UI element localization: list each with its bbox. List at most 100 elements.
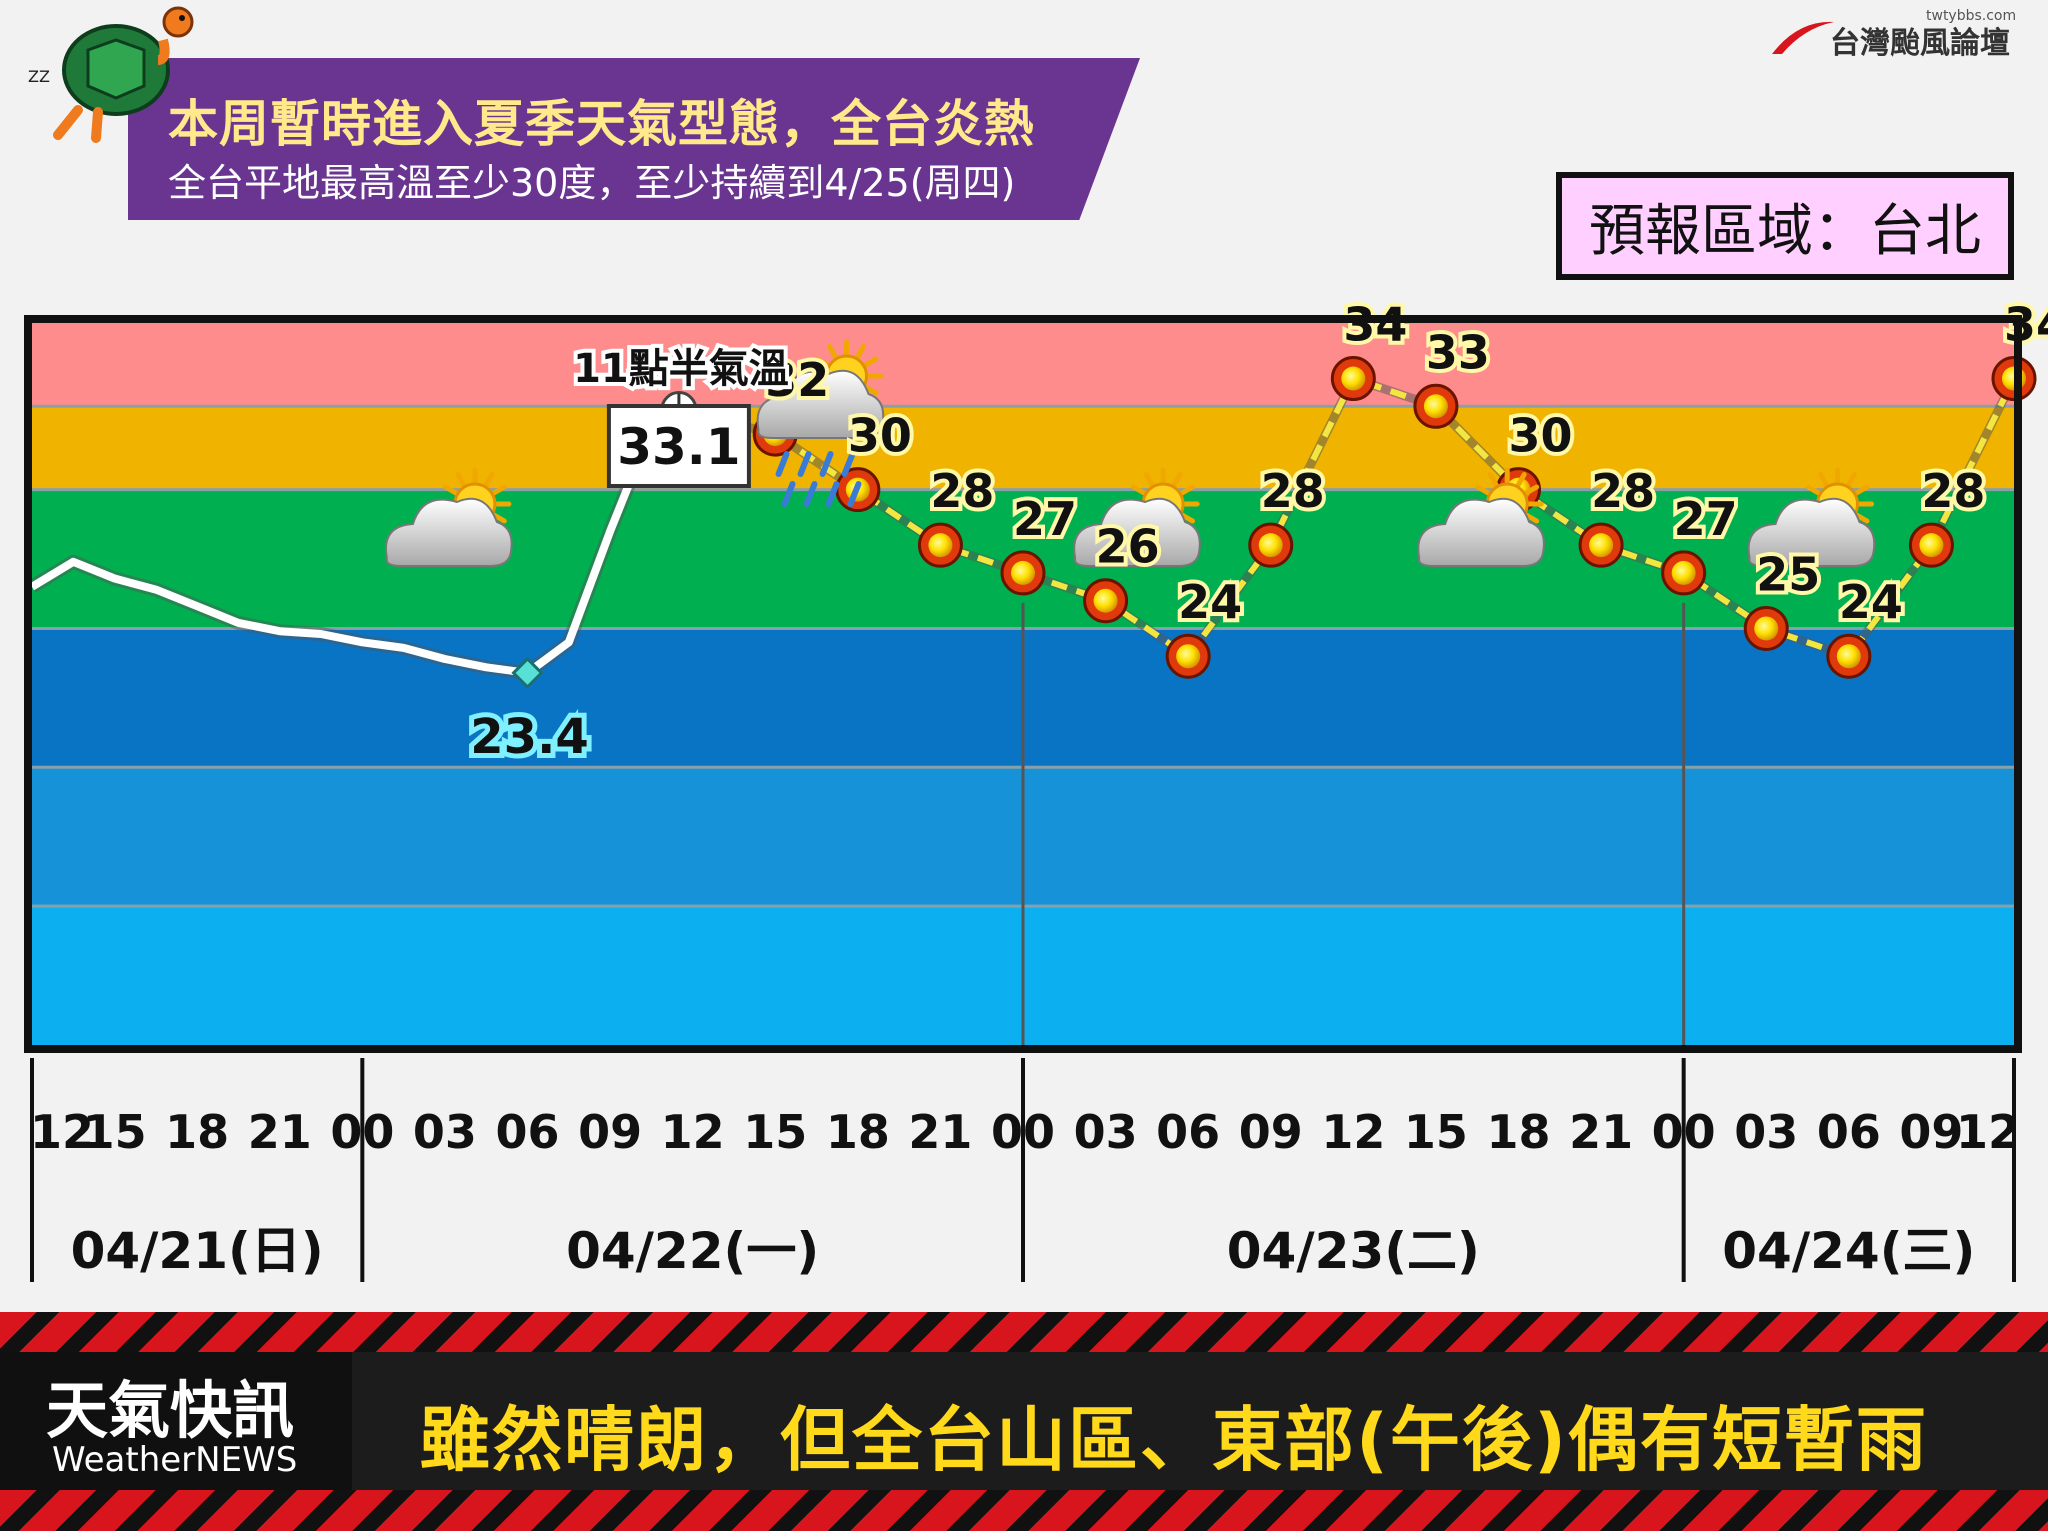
sun-ray <box>1805 484 1821 496</box>
forecast-point <box>1578 522 1624 568</box>
x-tick-label: 06 <box>495 1105 559 1159</box>
forecast-value-label: 30 <box>1508 409 1572 463</box>
sun-ray <box>1143 472 1155 488</box>
x-tick-label: 03 <box>413 1105 477 1159</box>
partly-cloudy-icon <box>1073 467 1201 567</box>
logo-name: 台灣颱風論壇 <box>1830 26 2010 61</box>
date-label: 04/23(二) <box>1227 1222 1480 1280</box>
forecast-point <box>1248 522 1294 568</box>
forecast-value-label: 26 <box>1096 520 1160 574</box>
cloud-shape <box>1417 497 1545 567</box>
forecast-point-core <box>1258 533 1283 558</box>
sun-ray <box>1846 472 1858 488</box>
date-label: 04/21(日) <box>71 1222 324 1280</box>
x-tick-label: 18 <box>165 1105 229 1159</box>
forecast-point <box>1330 356 1376 402</box>
forecast-point-core <box>1176 644 1201 669</box>
raindrop <box>775 451 790 477</box>
footer-brand: 天氣快訊 <box>46 1374 295 1447</box>
x-tick-label: 09 <box>578 1105 642 1159</box>
x-tick-label: 21 <box>1569 1105 1633 1159</box>
sun-ray <box>863 356 879 368</box>
sun-ray <box>1515 472 1527 488</box>
sun-ray <box>863 384 879 396</box>
raindrop <box>781 481 796 507</box>
logo-swoosh-icon <box>1772 21 1834 54</box>
date-label: 04/22(一) <box>566 1222 819 1280</box>
current-value-label: 33.1 <box>617 418 740 476</box>
forecast-value-label: 24 <box>1839 575 1903 629</box>
forecast-point <box>1826 633 1872 679</box>
raindrop <box>847 481 862 507</box>
raindrop <box>825 481 840 507</box>
x-tick-label: 18 <box>826 1105 890 1159</box>
x-tick-label: 09 <box>1899 1105 1963 1159</box>
forecast-point <box>1661 550 1707 596</box>
sun-ray <box>1523 484 1540 496</box>
forecast-point-core <box>1671 560 1696 585</box>
sun-ray <box>1523 512 1540 524</box>
temperature-chart: 32 30 28 27 26 24 28 34 33 30 28 27 25 24 28 34 11點半氣溫 33… <box>24 294 2048 1282</box>
x-tick-label: 15 <box>743 1105 807 1159</box>
forecast-point-core <box>1836 644 1861 669</box>
temperature-band <box>32 323 2014 407</box>
sun-ray <box>1179 512 1196 524</box>
sun-ray <box>1475 484 1491 496</box>
min-temperature-marker <box>511 656 544 690</box>
forecast-value-label: 28 <box>1261 464 1325 518</box>
cloud-shape <box>756 369 885 439</box>
x-tick-label: 12 <box>661 1105 725 1159</box>
sun-ray <box>827 344 839 360</box>
footer-brand-panel <box>0 1352 352 1490</box>
turtle-mascot-icon: ZZ <box>28 6 194 143</box>
forecast-value-label: 32 <box>765 353 829 407</box>
partly-cloudy-icon <box>1747 467 1876 567</box>
forecast-value-label: 30 <box>848 409 912 463</box>
sun-ray <box>1854 484 1870 496</box>
partly-cloudy-icon <box>385 467 513 567</box>
forecast-point-core <box>1423 394 1448 419</box>
sun-ray <box>855 344 867 360</box>
svg-text:ZZ: ZZ <box>28 67 50 86</box>
cloud-shape <box>1073 497 1201 567</box>
forecast-value-label: 34 <box>1343 298 1407 352</box>
forecast-point-core <box>1589 533 1614 558</box>
sun-ray <box>1179 484 1196 496</box>
raindrop <box>841 451 856 477</box>
raindrop <box>803 481 818 507</box>
sun-ray <box>491 512 507 524</box>
forecast-point <box>1000 550 1046 596</box>
x-tick-label: 12 <box>30 1105 94 1159</box>
forecast-value-label: 27 <box>1674 492 1738 546</box>
sun-ray <box>1487 472 1499 488</box>
min-value-label: 23.4 <box>470 709 588 765</box>
forecast-value-label: 25 <box>1756 547 1820 601</box>
sun-ray <box>491 484 507 496</box>
current-time-label: 11點半氣溫 <box>573 346 789 392</box>
plot-frame <box>24 315 2022 1053</box>
forecast-point-core <box>1919 533 1944 558</box>
sun-ray <box>1131 484 1147 496</box>
headline-title: 本周暫時進入夏季天氣型態，全台炎熱 <box>168 95 1035 153</box>
forecast-point <box>1743 605 1789 651</box>
forecast-point <box>1413 383 1459 429</box>
forecast-value-label: 33 <box>1426 325 1490 379</box>
date-label: 04/24(三) <box>1722 1222 1975 1280</box>
sun-ray <box>455 472 467 488</box>
observed-temperature-line <box>29 400 682 677</box>
current-value-box <box>606 404 751 488</box>
x-tick-label: 21 <box>248 1105 312 1159</box>
forecast-point-core <box>1754 616 1779 641</box>
region-box: 預報區域：台北 <box>1556 172 2014 280</box>
x-tick-label: 15 <box>1404 1105 1468 1159</box>
footer-message: 雖然晴朗，但全台山區、東部(午後)偶有短暫雨 <box>420 1399 1928 1481</box>
forecast-point-core <box>928 533 953 558</box>
forecast-value-label: 34 <box>2004 298 2048 352</box>
partly-cloudy-icon <box>1417 467 1545 567</box>
forecast-point-core <box>1011 560 1035 585</box>
logo-site: twtybbs.com <box>1926 8 2017 24</box>
forecast-value-label: 28 <box>1921 464 1985 518</box>
x-tick-label: 18 <box>1486 1105 1550 1159</box>
raindrop <box>819 451 834 477</box>
sun-ray <box>442 484 459 496</box>
